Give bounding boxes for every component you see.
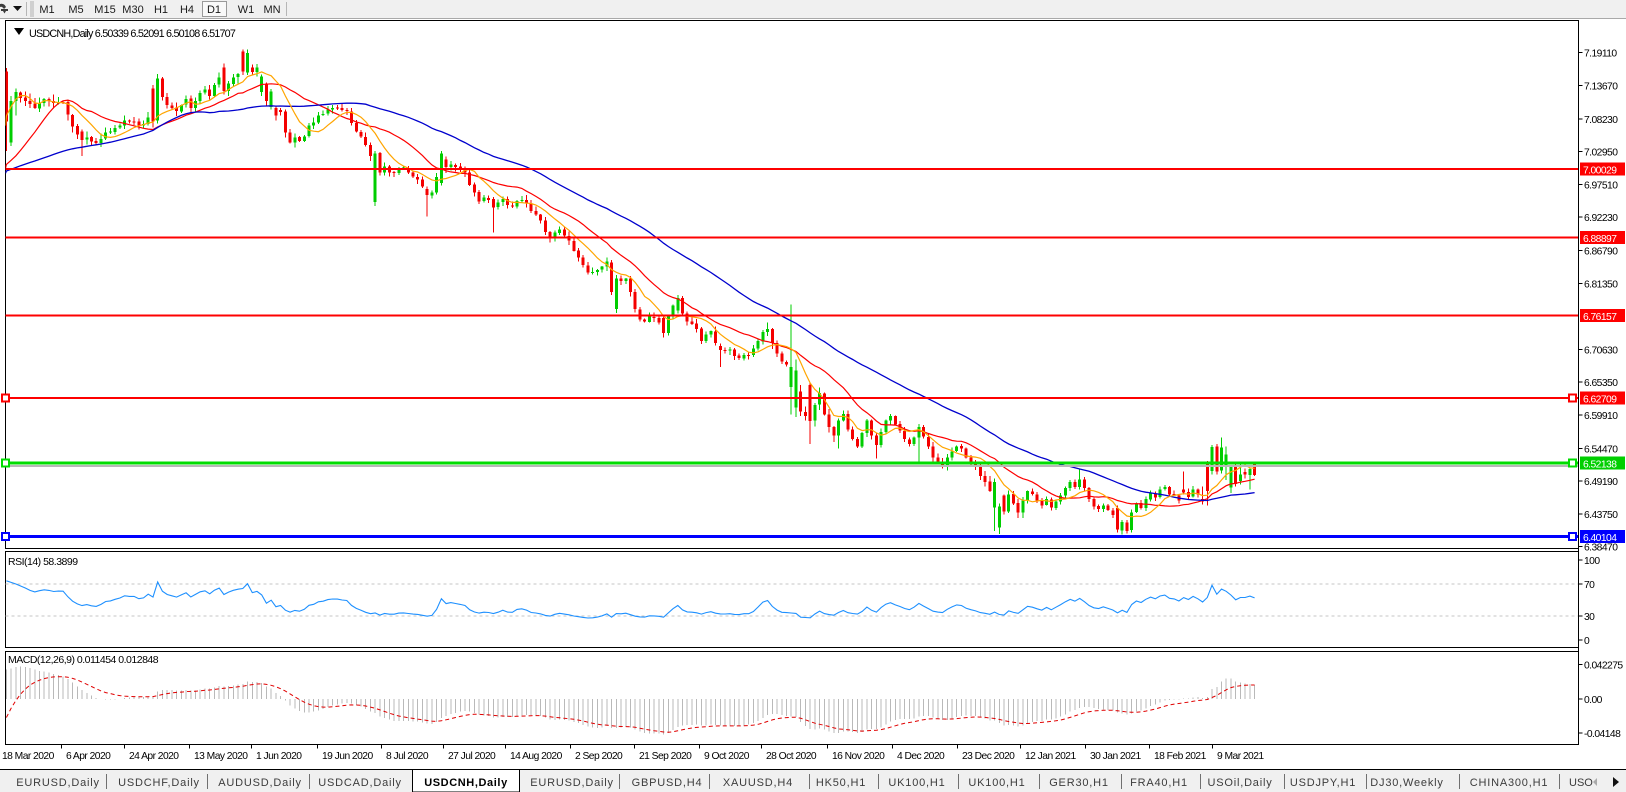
svg-text:M30: M30 <box>122 4 143 16</box>
svg-text:6.49190: 6.49190 <box>1584 477 1618 488</box>
svg-text:6.76157: 6.76157 <box>1583 312 1617 323</box>
svg-text:-0.04148: -0.04148 <box>1584 729 1621 740</box>
svg-text:0.042275: 0.042275 <box>1584 660 1623 671</box>
svg-text:28 Oct 2020: 28 Oct 2020 <box>766 751 817 762</box>
svg-text:UK100,H1: UK100,H1 <box>888 777 945 789</box>
svg-text:AUDUSD,Daily: AUDUSD,Daily <box>218 777 302 789</box>
svg-text:16 Nov 2020: 16 Nov 2020 <box>832 751 885 762</box>
svg-text:USDJPY,H1: USDJPY,H1 <box>1290 777 1356 789</box>
svg-text:USDCNH,Daily 6.50339 6.52091: USDCNH,Daily 6.50339 6.52091 6.50108 6.5… <box>29 28 236 40</box>
svg-text:6.62709: 6.62709 <box>1583 395 1617 406</box>
svg-text:0.00: 0.00 <box>1584 695 1603 706</box>
svg-text:USDCAD,Daily: USDCAD,Daily <box>318 777 402 789</box>
svg-text:30 Jan 2021: 30 Jan 2021 <box>1090 751 1141 762</box>
svg-text:M5: M5 <box>68 4 83 16</box>
svg-text:6.92230: 6.92230 <box>1584 213 1618 224</box>
svg-text:6.59910: 6.59910 <box>1584 411 1618 422</box>
svg-text:D1: D1 <box>207 4 221 16</box>
svg-text:CHINA300,H1: CHINA300,H1 <box>1470 777 1549 789</box>
svg-text:70: 70 <box>1584 580 1595 591</box>
svg-text:14 Aug 2020: 14 Aug 2020 <box>510 751 563 762</box>
svg-text:EURUSD,Daily: EURUSD,Daily <box>530 777 614 789</box>
svg-text:27 Jul 2020: 27 Jul 2020 <box>448 751 496 762</box>
svg-text:W1: W1 <box>238 4 255 16</box>
svg-text:0: 0 <box>1584 636 1590 647</box>
svg-text:MN: MN <box>263 4 280 16</box>
svg-text:USO: USO <box>1569 777 1593 789</box>
svg-text:6.97510: 6.97510 <box>1584 181 1618 192</box>
svg-text:4 Dec 2020: 4 Dec 2020 <box>897 751 945 762</box>
svg-text:7.02950: 7.02950 <box>1584 147 1618 158</box>
svg-text:6.70630: 6.70630 <box>1584 345 1618 356</box>
svg-text:9 Oct 2020: 9 Oct 2020 <box>704 751 750 762</box>
svg-text:18 Mar 2020: 18 Mar 2020 <box>2 751 55 762</box>
svg-text:HK50,H1: HK50,H1 <box>816 777 866 789</box>
svg-text:7.08230: 7.08230 <box>1584 115 1618 126</box>
svg-text:M15: M15 <box>94 4 115 16</box>
svg-text:23 Dec 2020: 23 Dec 2020 <box>962 751 1015 762</box>
svg-text:RSI(14) 58.3899: RSI(14) 58.3899 <box>8 556 78 568</box>
svg-text:USOil,Daily: USOil,Daily <box>1207 777 1272 789</box>
svg-text:MACD(12,26,9) 0.011454 0.01284: MACD(12,26,9) 0.011454 0.012848 <box>8 654 159 666</box>
svg-text:M1: M1 <box>39 4 54 16</box>
svg-text:USDCNH,Daily: USDCNH,Daily <box>424 777 508 789</box>
svg-text:H4: H4 <box>180 4 194 16</box>
svg-text:DJ30,Weekly: DJ30,Weekly <box>1370 777 1443 789</box>
svg-text:6.52138: 6.52138 <box>1583 459 1617 470</box>
svg-text:7.19110: 7.19110 <box>1584 48 1617 59</box>
svg-text:H1: H1 <box>154 4 168 16</box>
svg-text:USDCHF,Daily: USDCHF,Daily <box>118 777 200 789</box>
svg-text:FRA40,H1: FRA40,H1 <box>1130 777 1188 789</box>
svg-text:13 May 2020: 13 May 2020 <box>194 751 248 762</box>
svg-text:1 Jun 2020: 1 Jun 2020 <box>256 751 302 762</box>
svg-text:100: 100 <box>1584 556 1600 567</box>
svg-text:6.86790: 6.86790 <box>1584 246 1618 257</box>
svg-text:UK100,H1: UK100,H1 <box>968 777 1025 789</box>
svg-text:2 Sep 2020: 2 Sep 2020 <box>575 751 623 762</box>
svg-text:30: 30 <box>1584 612 1595 623</box>
svg-text:18 Feb 2021: 18 Feb 2021 <box>1154 751 1207 762</box>
svg-text:GER30,H1: GER30,H1 <box>1049 777 1109 789</box>
svg-text:EURUSD,Daily: EURUSD,Daily <box>16 777 100 789</box>
svg-text:9 Mar 2021: 9 Mar 2021 <box>1217 751 1264 762</box>
svg-text:6.54470: 6.54470 <box>1584 445 1618 456</box>
svg-text:6.38470: 6.38470 <box>1584 543 1618 554</box>
svg-text:21 Sep 2020: 21 Sep 2020 <box>639 751 692 762</box>
svg-text:12 Jan 2021: 12 Jan 2021 <box>1025 751 1076 762</box>
svg-text:19 Jun 2020: 19 Jun 2020 <box>322 751 373 762</box>
svg-text:6.43750: 6.43750 <box>1584 510 1618 521</box>
svg-text:GBPUSD,H4: GBPUSD,H4 <box>632 777 703 789</box>
svg-text:8 Jul 2020: 8 Jul 2020 <box>386 751 429 762</box>
svg-text:6.40104: 6.40104 <box>1583 533 1617 544</box>
svg-text:6 Apr 2020: 6 Apr 2020 <box>66 751 111 762</box>
svg-text:24 Apr 2020: 24 Apr 2020 <box>129 751 179 762</box>
svg-text:7.13670: 7.13670 <box>1584 82 1618 93</box>
svg-text:XAUUSD,H4: XAUUSD,H4 <box>723 777 793 789</box>
svg-text:6.88897: 6.88897 <box>1583 234 1617 245</box>
svg-text:7.00029: 7.00029 <box>1583 166 1617 177</box>
svg-text:6.65350: 6.65350 <box>1584 378 1618 389</box>
svg-text:6.81350: 6.81350 <box>1584 280 1618 291</box>
